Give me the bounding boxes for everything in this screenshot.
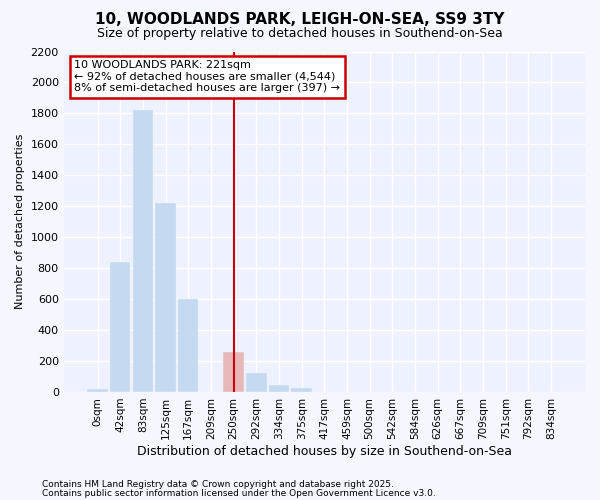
Bar <box>133 110 153 392</box>
Text: Size of property relative to detached houses in Southend-on-Sea: Size of property relative to detached ho… <box>97 28 503 40</box>
X-axis label: Distribution of detached houses by size in Southend-on-Sea: Distribution of detached houses by size … <box>137 444 512 458</box>
Bar <box>292 388 312 392</box>
Text: 10, WOODLANDS PARK, LEIGH-ON-SEA, SS9 3TY: 10, WOODLANDS PARK, LEIGH-ON-SEA, SS9 3T… <box>95 12 505 28</box>
Bar <box>223 352 244 392</box>
Bar <box>178 299 199 392</box>
Bar <box>269 385 289 392</box>
Bar <box>110 262 130 392</box>
Y-axis label: Number of detached properties: Number of detached properties <box>15 134 25 310</box>
Text: Contains public sector information licensed under the Open Government Licence v3: Contains public sector information licen… <box>42 488 436 498</box>
Bar <box>88 389 108 392</box>
Text: 10 WOODLANDS PARK: 221sqm
← 92% of detached houses are smaller (4,544)
8% of sem: 10 WOODLANDS PARK: 221sqm ← 92% of detac… <box>74 60 340 93</box>
Text: Contains HM Land Registry data © Crown copyright and database right 2025.: Contains HM Land Registry data © Crown c… <box>42 480 394 489</box>
Bar <box>246 372 266 392</box>
Bar <box>155 203 176 392</box>
